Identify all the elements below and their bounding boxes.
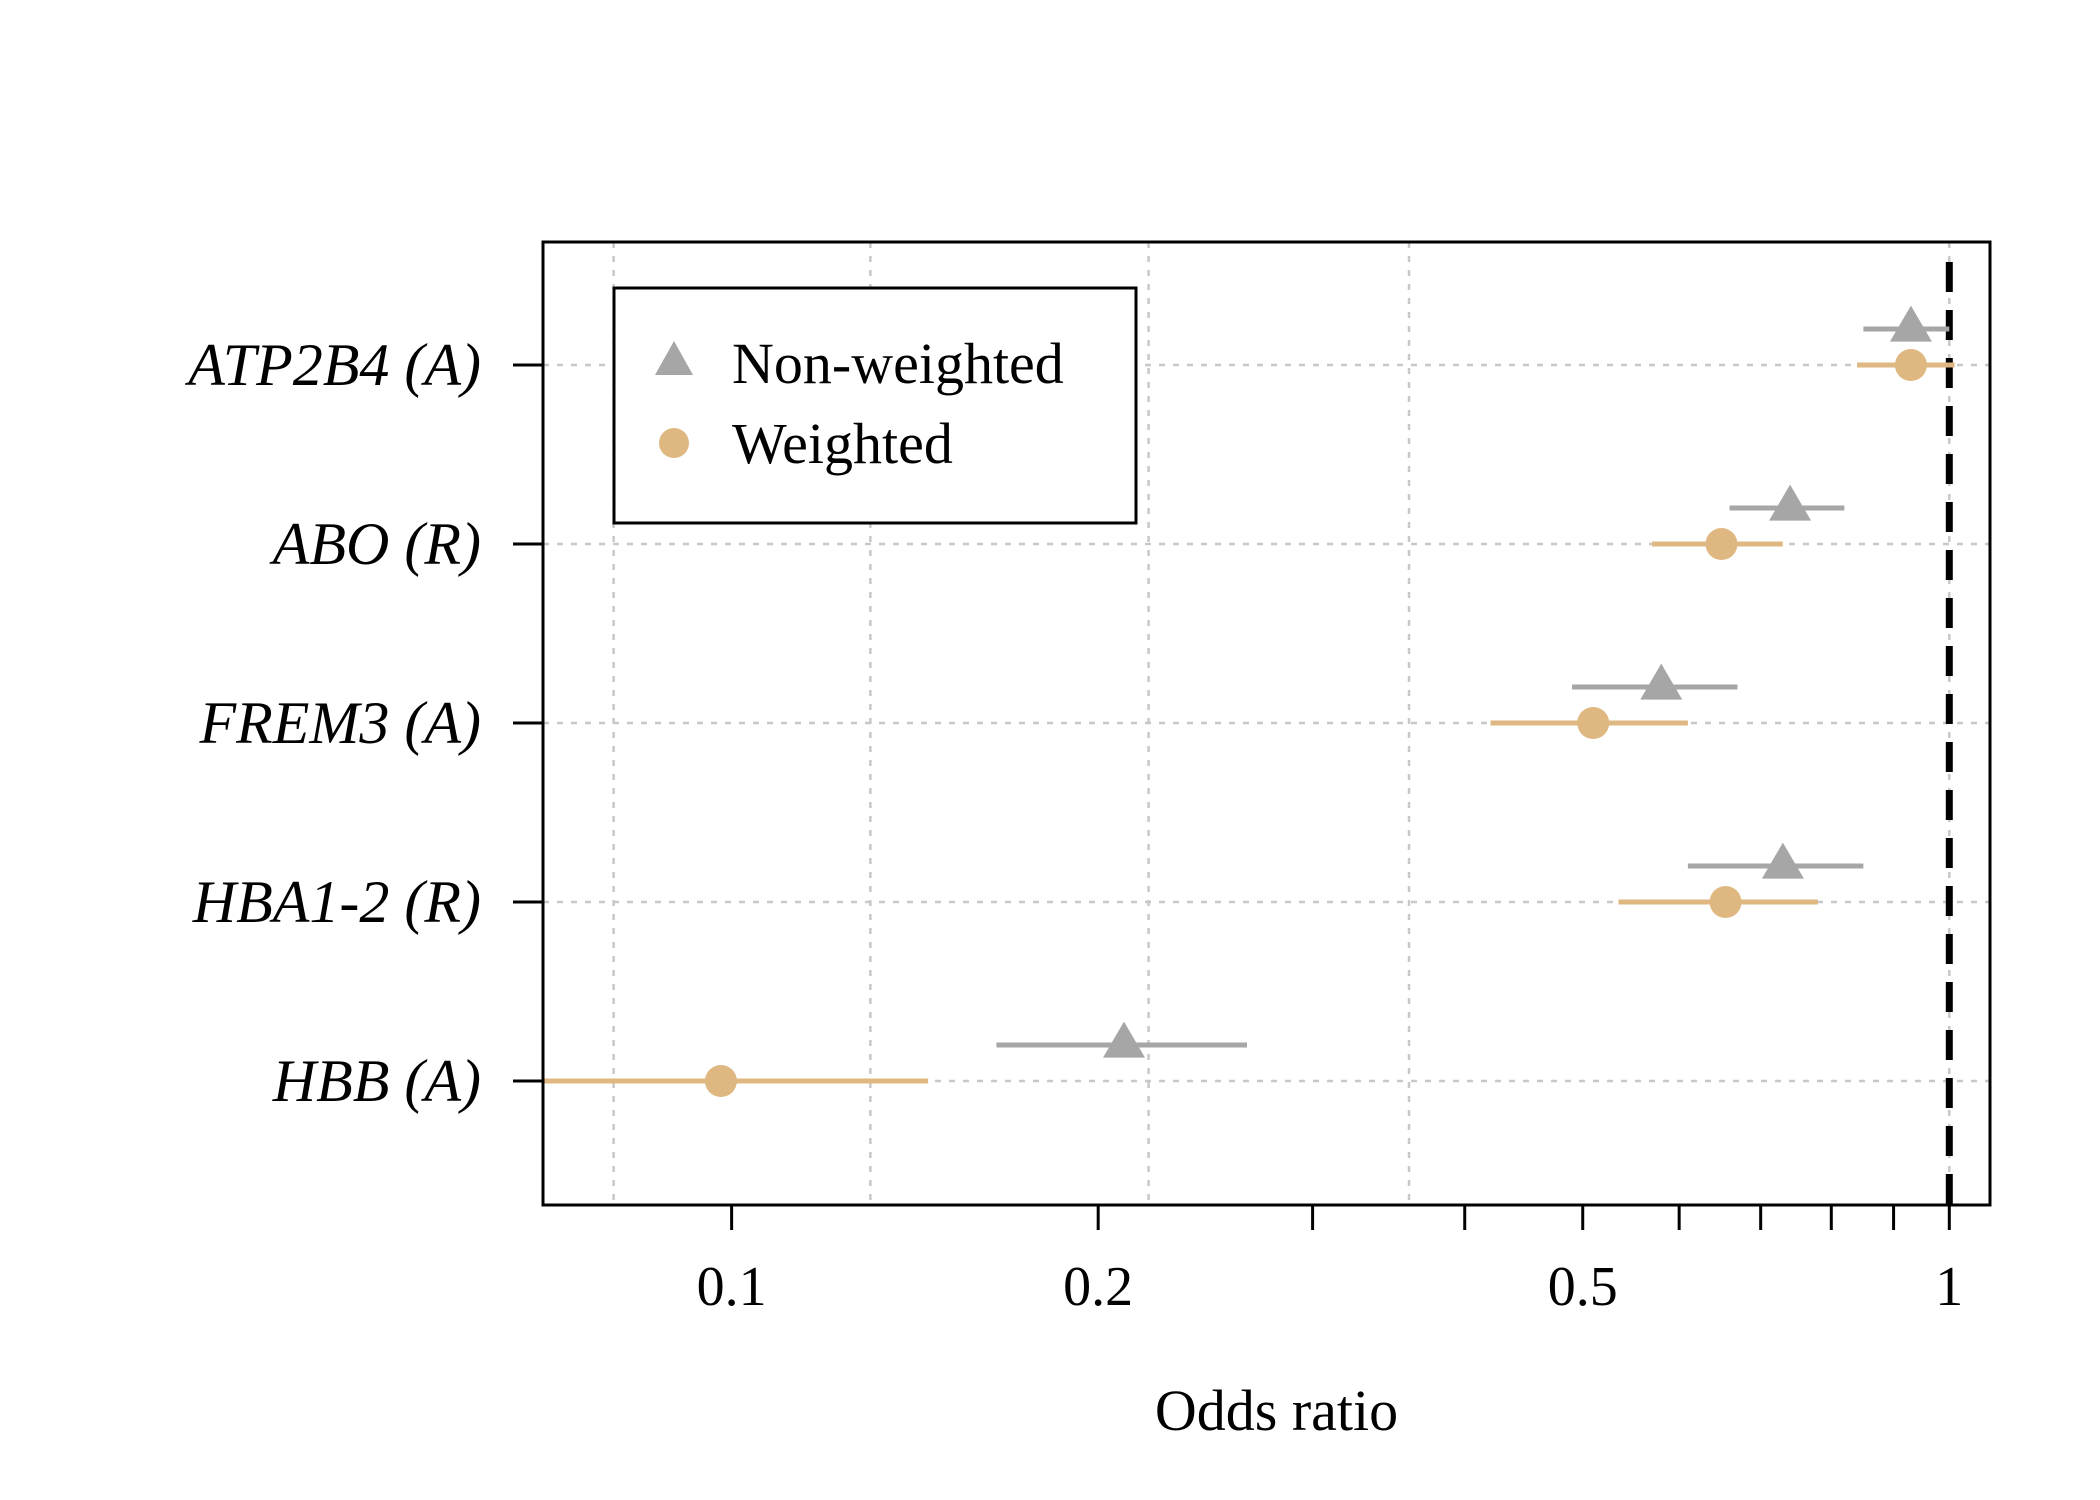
x-tick-label: 1 bbox=[1935, 1256, 1963, 1318]
data-marks bbox=[543, 305, 1955, 1097]
triangle-point bbox=[1769, 484, 1812, 521]
legend-box bbox=[612, 286, 1138, 525]
circle-point bbox=[1894, 349, 1927, 381]
circle-point bbox=[1577, 707, 1610, 739]
circle-point bbox=[704, 1065, 737, 1097]
triangle-point bbox=[1761, 842, 1804, 879]
x-axis-title: Odds ratio bbox=[1155, 1378, 1398, 1443]
x-tick-label: 0.5 bbox=[1548, 1256, 1618, 1318]
y-category-label: HBA1-2 (R) bbox=[192, 869, 481, 935]
y-category-label: FREM3 (A) bbox=[198, 690, 481, 756]
legend-circle-icon bbox=[659, 428, 689, 458]
circle-point bbox=[1705, 528, 1738, 560]
x-tick-label: 0.2 bbox=[1063, 1256, 1133, 1318]
legend-label: Weighted bbox=[732, 411, 953, 476]
legend-triangle-icon bbox=[655, 341, 693, 375]
y-category-label: HBB (A) bbox=[272, 1048, 481, 1114]
x-tick-label: 0.1 bbox=[697, 1256, 767, 1318]
y-category-label: ATP2B4 (A) bbox=[184, 332, 481, 398]
legend: Non-weighted Weighted bbox=[612, 286, 1138, 525]
triangle-point bbox=[1640, 663, 1683, 700]
circle-point bbox=[1709, 886, 1742, 918]
legend-entries: Non-weighted Weighted bbox=[655, 331, 1064, 476]
axes: 0.1 0.2 0.5 1 ATP2B4 (A) ABO (R) FREM3 (A) HBA1… bbox=[184, 332, 1963, 1318]
y-category-label: ABO (R) bbox=[269, 511, 481, 577]
triangle-point bbox=[1102, 1021, 1145, 1058]
legend-label: Non-weighted bbox=[732, 331, 1064, 396]
triangle-point bbox=[1889, 305, 1932, 342]
